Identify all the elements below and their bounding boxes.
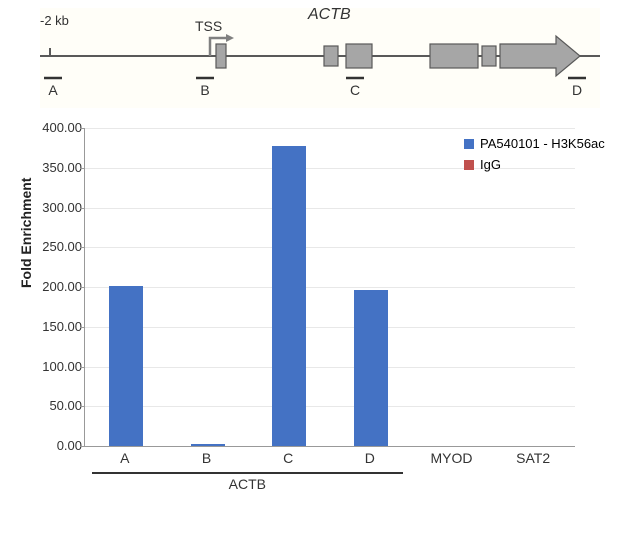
bar-series0 <box>191 444 225 446</box>
y-tick-label: 250.00 <box>42 239 82 254</box>
gene-diagram: ACTB TSS -2 kb A B <box>40 8 600 108</box>
group-underline <box>92 472 403 474</box>
y-tick-label: 50.00 <box>42 398 82 413</box>
x-category-label: SAT2 <box>503 450 563 466</box>
legend: PA540101 - H3K56ac IgG <box>464 136 605 178</box>
y-tick-label: 150.00 <box>42 319 82 334</box>
marker-label-a: A <box>43 82 63 98</box>
y-tick-label: 300.00 <box>42 200 82 215</box>
kb-label: -2 kb <box>40 13 69 28</box>
marker-label-c: C <box>345 82 365 98</box>
marker-label-d: D <box>567 82 587 98</box>
marker-label-b: B <box>195 82 215 98</box>
bar-series0 <box>354 290 388 446</box>
x-category-label: C <box>258 450 318 466</box>
gene-title: ACTB <box>308 6 351 24</box>
y-tick-label: 0.00 <box>42 438 82 453</box>
x-category-label: D <box>340 450 400 466</box>
x-category-label: A <box>95 450 155 466</box>
y-tick-label: 350.00 <box>42 160 82 175</box>
legend-label: PA540101 - H3K56ac <box>480 136 605 151</box>
legend-label: IgG <box>480 157 501 172</box>
legend-swatch-icon <box>464 160 474 170</box>
x-category-label: MYOD <box>422 450 482 466</box>
y-tick-label: 100.00 <box>42 359 82 374</box>
y-tick-label: 400.00 <box>42 120 82 135</box>
legend-item-igg: IgG <box>464 157 605 172</box>
legend-swatch-icon <box>464 139 474 149</box>
bar-chart: Fold Enrichment 0.0050.00100.00150.00200… <box>24 120 604 520</box>
bar-series0 <box>109 286 143 446</box>
x-category-label: B <box>177 450 237 466</box>
gene-schematic-svg <box>40 30 600 106</box>
y-axis-label: Fold Enrichment <box>18 178 34 288</box>
y-tick-label: 200.00 <box>42 279 82 294</box>
bar-series0 <box>272 146 306 447</box>
group-label: ACTB <box>207 476 287 492</box>
legend-item-pa: PA540101 - H3K56ac <box>464 136 605 151</box>
